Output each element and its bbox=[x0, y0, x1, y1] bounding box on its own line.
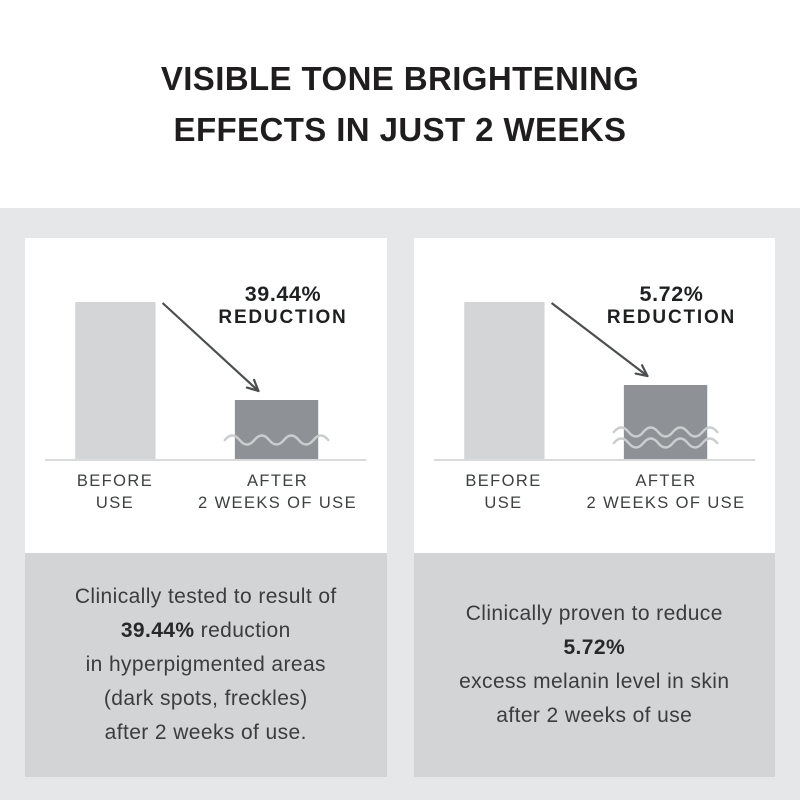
after-use-label-line2: 2 WEEKS OF USE bbox=[198, 494, 357, 512]
reduction-annotation: 5.72% REDUCTION bbox=[566, 282, 778, 329]
cards-row: 39.44% REDUCTION BEFORE USE AFTER 2 WEEK… bbox=[25, 238, 775, 777]
bar-chart-hyperpigmentation bbox=[45, 302, 367, 461]
page-title-line2: EFFECTS IN JUST 2 WEEKS bbox=[173, 111, 627, 148]
reduction-value: 39.44% bbox=[244, 282, 322, 306]
caption-line: 39.44% reduction bbox=[120, 619, 291, 642]
before-use-label-line1: BEFORE bbox=[76, 472, 154, 490]
after-use-label-line1: AFTER bbox=[246, 472, 309, 490]
after-use-label-line2: 2 WEEKS OF USE bbox=[586, 494, 746, 512]
after-use-label-line1: AFTER bbox=[635, 472, 697, 490]
reduction-label: REDUCTION bbox=[218, 307, 348, 328]
before-use-label-line1: BEFORE bbox=[465, 472, 542, 490]
card-hyperpigmentation: 39.44% REDUCTION BEFORE USE AFTER 2 WEEK… bbox=[25, 238, 387, 777]
caption-line: after 2 weeks of use bbox=[496, 704, 693, 727]
caption-line: Clinically tested to result of bbox=[74, 585, 337, 608]
caption-line: (dark spots, freckles) bbox=[103, 687, 308, 710]
caption-melanin: Clinically proven to reduce 5.72% excess m… bbox=[413, 553, 775, 777]
reduction-value: 5.72% bbox=[639, 282, 704, 306]
caption-hyperpigmentation: Clinically tested to result of 39.44% red… bbox=[25, 553, 387, 777]
reduction-label: REDUCTION bbox=[606, 307, 737, 328]
before-use-label: BEFORE USE bbox=[35, 470, 195, 514]
after-use-label: AFTER 2 WEEKS OF USE bbox=[180, 470, 375, 514]
page-title: VISIBLE TONE BRIGHTENING EFFECTS IN JUST… bbox=[161, 53, 639, 155]
reduction-annotation: 39.44% REDUCTION bbox=[177, 282, 389, 329]
before-use-label-line2: USE bbox=[95, 494, 135, 512]
chart-panel-hyperpigmentation: 39.44% REDUCTION BEFORE USE AFTER 2 WEEK… bbox=[25, 238, 387, 553]
caption-line: 5.72% bbox=[563, 636, 626, 659]
caption-line: after 2 weeks of use. bbox=[104, 721, 307, 744]
caption-line: Clinically proven to reduce bbox=[465, 602, 723, 625]
card-melanin: 5.72% REDUCTION BEFORE USE AFTER 2 WEEKS… bbox=[413, 238, 778, 777]
page-title-line1: VISIBLE TONE BRIGHTENING bbox=[160, 60, 640, 97]
chart-panel-melanin: 5.72% REDUCTION BEFORE USE AFTER 2 WEEKS… bbox=[413, 238, 778, 553]
before-use-label-line2: USE bbox=[484, 494, 523, 512]
after-use-label: AFTER 2 WEEKS OF USE bbox=[569, 470, 764, 514]
bar-chart-melanin bbox=[433, 302, 755, 461]
before-use-label: BEFORE USE bbox=[424, 470, 584, 514]
header: VISIBLE TONE BRIGHTENING EFFECTS IN JUST… bbox=[0, 0, 800, 208]
caption-line: excess melanin level in skin bbox=[459, 670, 730, 693]
caption-line: in hyperpigmented areas bbox=[85, 653, 326, 676]
